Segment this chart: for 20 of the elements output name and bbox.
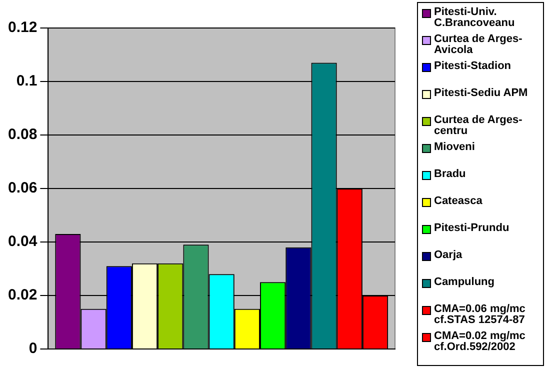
legend-label: Pitesti-Prundu — [434, 222, 510, 234]
legend-label: Mioveni — [434, 141, 475, 153]
y-tick-label: 0 — [28, 340, 38, 358]
legend-label: Campulung — [434, 276, 494, 288]
legend-label: Curtea de Arges-centru — [434, 114, 524, 137]
legend-label: CMA=0.06 mg/mc cf.STAS 12574-87 — [434, 303, 526, 326]
y-tick-label: 0.12 — [8, 19, 38, 36]
y-tick-label: 0.04 — [8, 233, 38, 250]
legend-label: Oarja — [434, 249, 462, 261]
legend-label: Pitesti-Univ. C.Brancoveanu — [434, 6, 516, 29]
legend-label: CMA=0.02 mg/mc cf.Ord.592/2002 — [434, 330, 526, 353]
y-tick-label: 0.1 — [16, 72, 38, 90]
legend-label: Cateasca — [434, 195, 482, 207]
legend-label: Pitesti-Sediu APM — [434, 87, 528, 99]
y-tick-label: 0.06 — [8, 180, 38, 197]
y-tick-label: 0.08 — [8, 126, 38, 144]
y-tick-label: 0.02 — [8, 286, 38, 304]
legend-label: Bradu — [434, 168, 466, 180]
legend-label: Pitesti-Stadion — [434, 60, 512, 72]
legend-label: Curtea de Arges-Avicola — [434, 33, 524, 56]
